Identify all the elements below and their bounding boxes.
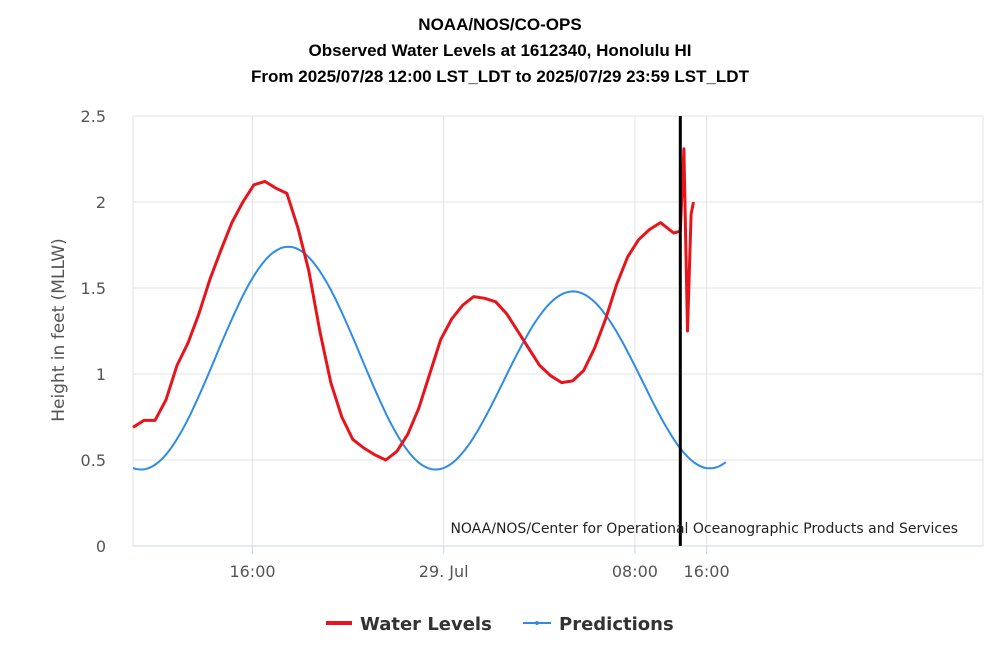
y-tick-label: 2 — [96, 193, 106, 212]
grid-layer — [133, 116, 983, 546]
legend-label-water-levels: Water Levels — [360, 614, 492, 635]
legend-item-predictions[interactable]: Predictions — [523, 614, 674, 635]
chart-title-line-1: NOAA/NOS/CO-OPS — [418, 15, 581, 34]
y-tick-label: 0.5 — [81, 451, 106, 470]
chart-credit: NOAA/NOS/Center for Operational Oceanogr… — [450, 521, 958, 537]
predictions-line — [133, 247, 726, 470]
legend-item-water-levels[interactable]: Water Levels — [326, 614, 492, 635]
chart-title-line-2: Observed Water Levels at 1612340, Honolu… — [309, 41, 692, 60]
y-tick-label: 1.5 — [81, 279, 106, 298]
chart-title-line-3: From 2025/07/28 12:00 LST_LDT to 2025/07… — [251, 67, 750, 86]
y-axis-label: Height in feet (MLLW) — [49, 238, 69, 422]
y-tick-label: 0 — [96, 537, 106, 556]
x-tick-label: 29. Jul — [419, 562, 469, 581]
x-tick-label: 16:00 — [684, 562, 730, 581]
chart: NOAA/NOS/CO-OPS Observed Water Levels at… — [0, 0, 1000, 667]
legend-label-predictions: Predictions — [559, 614, 674, 635]
axis-layer: 0 0.5 1 1.5 2 2.5 16:00 29. Jul 08:00 16:00 — [81, 107, 983, 581]
water-levels-line — [133, 149, 694, 460]
x-tick-label: 16:00 — [229, 562, 275, 581]
legend-marker-predictions — [535, 621, 539, 625]
legend: Water Levels Predictions — [326, 614, 674, 635]
y-tick-label: 1 — [96, 365, 106, 384]
series-layer — [133, 116, 726, 546]
x-tick-label: 08:00 — [612, 562, 658, 581]
plot-area-border — [133, 116, 983, 546]
y-tick-label: 2.5 — [81, 107, 106, 126]
